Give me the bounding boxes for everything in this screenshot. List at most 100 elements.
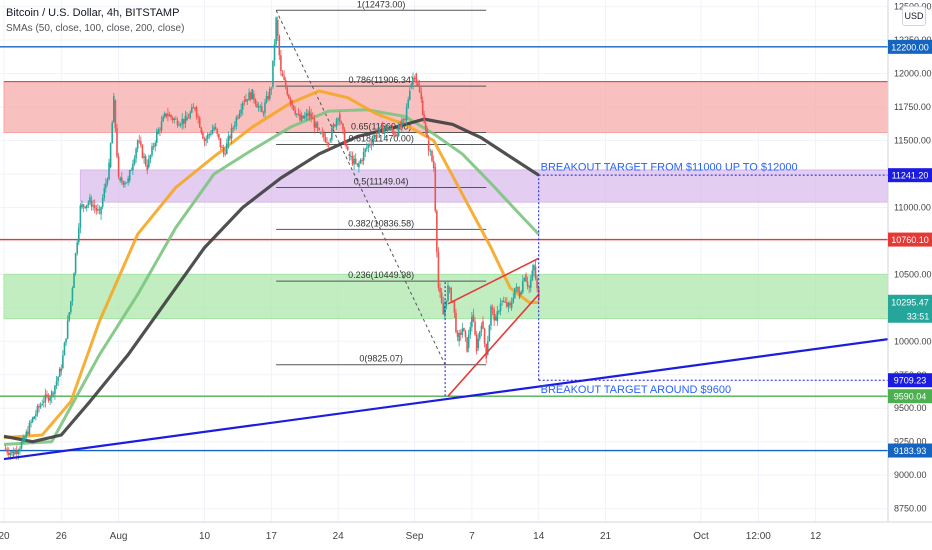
price-tick-label: 11000.00 <box>894 202 931 212</box>
candle-body <box>488 325 491 342</box>
candle-body <box>381 126 384 134</box>
candle-body <box>210 133 212 135</box>
candle-body <box>243 100 246 102</box>
candle-body <box>311 118 314 120</box>
candle-body <box>181 118 184 125</box>
fib-label: 0.618(11470.00) <box>348 134 413 144</box>
price-tick-label: 9500.00 <box>894 403 927 413</box>
candle-body <box>35 413 37 417</box>
candle-body <box>345 144 347 147</box>
candle-body <box>171 117 174 121</box>
candle-body <box>482 321 484 329</box>
candle-body <box>412 77 414 84</box>
candle-body <box>362 151 365 161</box>
candle-body <box>208 134 211 136</box>
candle-body <box>303 115 306 119</box>
candle-body <box>469 327 472 335</box>
price-label: 12200.00 <box>891 42 929 52</box>
price-tick-label: 11750.00 <box>894 102 931 112</box>
candle-body <box>84 206 86 209</box>
currency-button[interactable]: USD <box>902 6 926 26</box>
candle-body <box>89 196 91 203</box>
time-tick-label: 26 <box>56 531 68 542</box>
candle-body <box>426 128 428 137</box>
candle-body <box>448 287 451 289</box>
candle-body <box>373 134 376 140</box>
candle-body <box>249 92 252 100</box>
candle-body <box>331 127 333 140</box>
candle-body <box>494 316 497 321</box>
candle-body <box>44 394 47 403</box>
candle-body <box>308 111 311 117</box>
candle-body <box>342 123 344 130</box>
current-price-bg <box>888 294 932 323</box>
candle-body <box>380 126 382 128</box>
candle-body <box>141 145 144 158</box>
candle-body <box>98 209 101 211</box>
candle-body <box>235 117 238 126</box>
candle-body <box>348 153 351 157</box>
candle-body <box>318 127 320 130</box>
candle-body <box>162 117 164 122</box>
candle-body <box>518 291 521 298</box>
candle-body <box>163 113 166 118</box>
candle-body <box>154 142 156 147</box>
candle-body <box>450 287 452 301</box>
candle-body <box>211 129 214 134</box>
candle-body <box>367 144 370 148</box>
candle-body <box>143 156 145 158</box>
candle-body <box>528 286 530 288</box>
candle-body <box>246 99 249 101</box>
price-tick-label: 12000.00 <box>894 69 932 79</box>
candle-body <box>132 164 134 170</box>
candle-body <box>506 301 508 307</box>
candle-body <box>135 148 137 159</box>
time-tick-label: 14 <box>533 531 545 542</box>
candle-body <box>353 158 355 165</box>
candle-body <box>136 140 139 149</box>
candle-body <box>421 100 424 115</box>
candle-body <box>19 448 21 452</box>
candle-body <box>95 207 98 211</box>
candle-body <box>289 98 292 104</box>
fib-label: 0(9825.07) <box>359 354 403 364</box>
candle-body <box>466 337 468 352</box>
candle-body <box>195 107 198 117</box>
fib-label: 0.5(11149.04) <box>354 177 409 187</box>
current-price-label: 10295.47 <box>891 297 929 307</box>
candle-body <box>106 179 109 184</box>
candle-body <box>70 301 72 313</box>
price-axis-bg <box>888 0 932 522</box>
candle-body <box>218 133 220 139</box>
candle-body <box>25 431 28 438</box>
candle-body <box>313 118 316 128</box>
candle-body <box>343 129 346 145</box>
candle-body <box>85 204 88 209</box>
candle-body <box>183 118 185 124</box>
candle-body <box>167 113 169 117</box>
candle-body <box>111 122 114 144</box>
candle-body <box>389 128 392 130</box>
candle-body <box>222 147 225 154</box>
candle-body <box>292 105 295 111</box>
candle-body <box>190 107 193 113</box>
candle-body <box>152 146 155 148</box>
time-tick-label: 12 <box>810 531 822 542</box>
breakout-annotation: BREAKOUT TARGET FROM $11000 UP TO $12000 <box>541 162 798 174</box>
candle-body <box>424 122 427 129</box>
candle-body <box>173 118 176 121</box>
candle-body <box>198 117 201 128</box>
candle-body <box>346 146 349 150</box>
candle-body <box>65 338 67 343</box>
candle-body <box>281 73 284 77</box>
candle-body <box>7 452 10 456</box>
price-tick-label: 9000.00 <box>894 470 927 480</box>
candle-body <box>237 117 239 119</box>
candle-body <box>327 142 330 146</box>
candle-body <box>413 77 416 79</box>
candle-body <box>402 118 405 121</box>
candle-body <box>491 307 494 310</box>
candle-body <box>504 301 507 303</box>
candle-body <box>472 314 475 322</box>
